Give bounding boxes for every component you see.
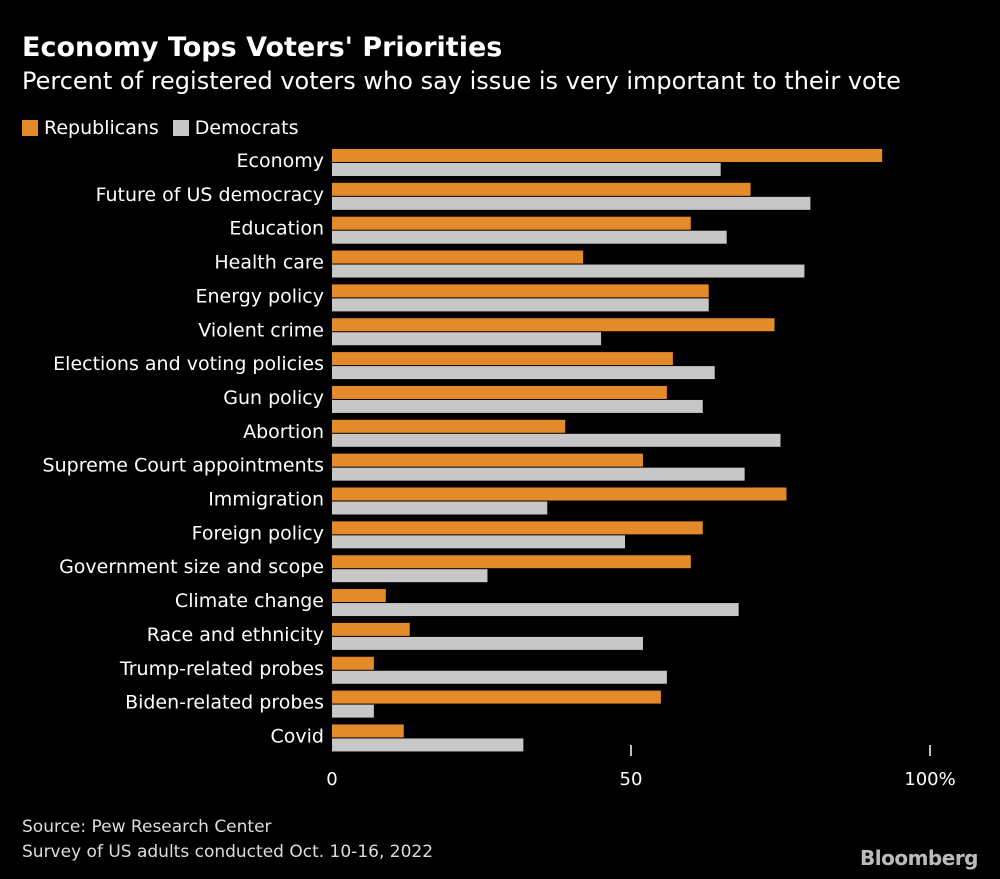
bar-republicans: [332, 284, 709, 298]
axis-tick-label: 50: [620, 769, 643, 790]
category-label: Economy: [237, 150, 325, 172]
chart-subtitle: Percent of registered voters who say iss…: [22, 67, 901, 95]
category-label: Future of US democracy: [96, 184, 324, 206]
category-label: Biden-related probes: [125, 692, 324, 714]
bar-democrats: [332, 467, 745, 481]
legend-label-republicans: Republicans: [44, 117, 159, 139]
category-label: Supreme Court appointments: [43, 455, 324, 477]
legend-item-republicans: Republicans: [22, 117, 159, 139]
category-label: Foreign policy: [192, 522, 324, 544]
bar-republicans: [332, 589, 386, 603]
legend-item-democrats: Democrats: [172, 117, 299, 139]
bar-democrats: [332, 230, 727, 244]
category-label: Health care: [214, 252, 324, 274]
bar-democrats: [332, 298, 709, 312]
bar-republicans: [332, 453, 643, 467]
bar-democrats: [332, 670, 667, 684]
bar-democrats: [332, 603, 739, 617]
legend-swatch-republicans: [22, 120, 38, 136]
bar-democrats: [332, 366, 715, 380]
bar-republicans: [332, 385, 667, 399]
category-label: Abortion: [243, 421, 324, 443]
bar-democrats: [332, 636, 643, 650]
category-label: Covid: [271, 725, 324, 747]
bar-republicans: [332, 555, 691, 569]
bar-republicans: [332, 690, 661, 704]
bar-republicans: [332, 724, 404, 738]
bar-democrats: [332, 738, 524, 752]
bar-democrats: [332, 535, 626, 549]
category-label: Trump-related probes: [119, 658, 324, 680]
bar-republicans: [332, 656, 374, 670]
bar-democrats: [332, 704, 374, 718]
axis-tick-label: 100%: [904, 769, 955, 790]
legend-label-democrats: Democrats: [194, 117, 299, 139]
bar-republicans: [332, 318, 775, 332]
category-label: Energy policy: [196, 285, 325, 307]
category-label: Gun policy: [223, 387, 324, 409]
bar-republicans: [332, 521, 703, 535]
bar-republicans: [332, 250, 584, 264]
category-label: Violent crime: [198, 319, 324, 341]
bar-republicans: [332, 149, 883, 162]
category-label: Elections and voting policies: [53, 353, 324, 375]
category-label: Government size and scope: [59, 556, 324, 578]
bloomberg-logo: Bloomberg: [860, 846, 978, 870]
category-label: Immigration: [208, 489, 324, 511]
bar-democrats: [332, 196, 811, 210]
legend-swatch-democrats: [172, 120, 189, 136]
bar-republicans: [332, 182, 751, 196]
bar-democrats: [332, 163, 721, 176]
bar-republicans: [332, 419, 566, 433]
chart-title: Economy Tops Voters' Priorities: [22, 32, 503, 63]
category-label: Climate change: [175, 590, 324, 612]
legend: Republicans Democrats: [22, 117, 313, 139]
bar-democrats: [332, 264, 805, 278]
bar-republicans: [332, 622, 410, 636]
bar-democrats: [332, 433, 781, 447]
bar-republicans: [332, 352, 673, 366]
bar-republicans: [332, 216, 691, 230]
bar-democrats: [332, 332, 602, 346]
survey-note: Survey of US adults conducted Oct. 10-16…: [22, 842, 434, 862]
bar-democrats: [332, 569, 488, 583]
category-label: Race and ethnicity: [147, 624, 324, 646]
bar-republicans: [332, 487, 787, 501]
bar-democrats: [332, 399, 703, 413]
axis-tick-label: 0: [326, 769, 337, 790]
category-label: Education: [229, 218, 324, 240]
source-note: Source: Pew Research Center: [22, 817, 272, 837]
bar-democrats: [332, 501, 548, 515]
